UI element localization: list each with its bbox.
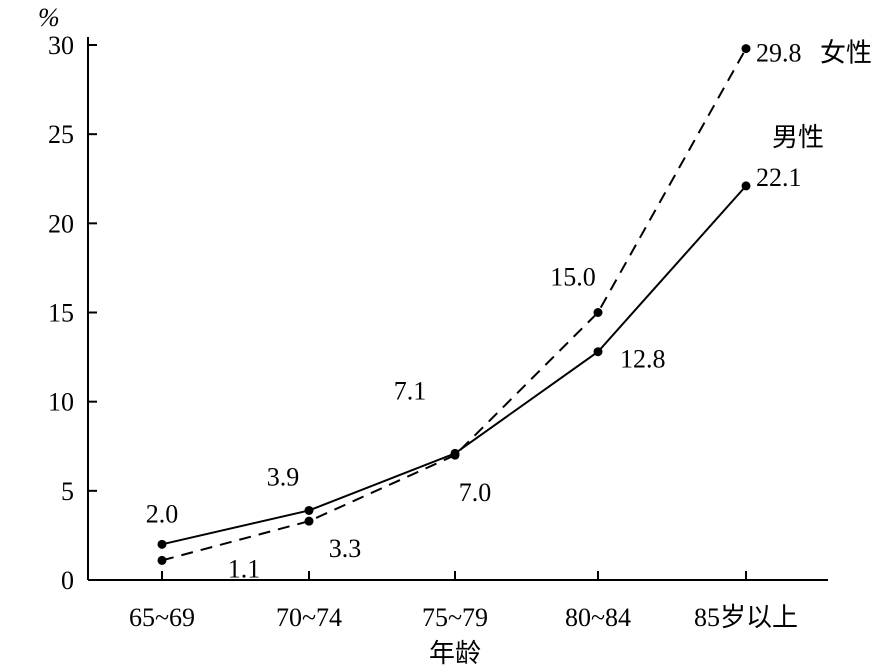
data-point [304, 505, 314, 515]
data-label: 7.1 [394, 376, 427, 405]
y-tick-label: 25 [48, 120, 74, 149]
x-tick-label: 65~69 [129, 603, 195, 632]
data-label: 22.1 [756, 163, 802, 192]
data-label: 7.0 [459, 478, 492, 507]
x-ticks: 65~69 70~74 75~79 80~84 85岁以上 [129, 571, 798, 632]
data-label: 3.3 [329, 534, 362, 563]
x-tick-label: 75~79 [422, 603, 488, 632]
data-label: 12.8 [620, 345, 666, 374]
data-point [450, 450, 460, 460]
female-series-line [161, 48, 747, 562]
y-tick-label: 5 [61, 477, 74, 506]
y-tick-label: 0 [61, 566, 74, 595]
series-lines [157, 44, 751, 565]
axes [87, 37, 828, 581]
data-point [741, 181, 751, 191]
data-point [593, 308, 603, 317]
y-tick-label: 20 [48, 209, 74, 238]
data-label: 1.1 [228, 554, 261, 583]
x-tick-label: 80~84 [565, 603, 631, 632]
data-label: 29.8 [756, 39, 802, 68]
x-tick-label: 85岁以上 [694, 603, 798, 632]
y-axis-title: % [38, 3, 60, 32]
data-point [741, 44, 751, 54]
x-axis-title: 年龄 [429, 639, 481, 667]
y-tick-label: 15 [48, 299, 74, 328]
y-tick-label: 30 [48, 31, 74, 60]
y-ticks: 0 5 10 15 20 25 30 [48, 31, 97, 595]
data-label: 15.0 [550, 263, 596, 292]
series-label-male: 男性 [772, 123, 824, 152]
data-point [157, 555, 167, 565]
data-point [593, 347, 603, 357]
data-point [304, 516, 314, 526]
data-label: 2.0 [146, 499, 179, 528]
y-tick-label: 10 [48, 388, 74, 417]
x-tick-label: 70~74 [276, 603, 342, 632]
series-label-female: 女性 [820, 39, 872, 68]
data-point [157, 539, 167, 549]
data-label: 3.9 [267, 462, 300, 491]
